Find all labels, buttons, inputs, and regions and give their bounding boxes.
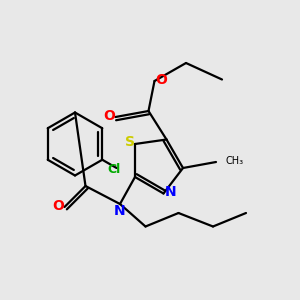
Text: S: S: [124, 136, 135, 149]
Text: O: O: [103, 110, 115, 123]
Text: Cl: Cl: [107, 163, 120, 176]
Text: CH₃: CH₃: [225, 155, 243, 166]
Text: N: N: [164, 185, 176, 199]
Text: O: O: [155, 74, 167, 87]
Text: O: O: [52, 200, 64, 213]
Text: N: N: [114, 204, 126, 218]
